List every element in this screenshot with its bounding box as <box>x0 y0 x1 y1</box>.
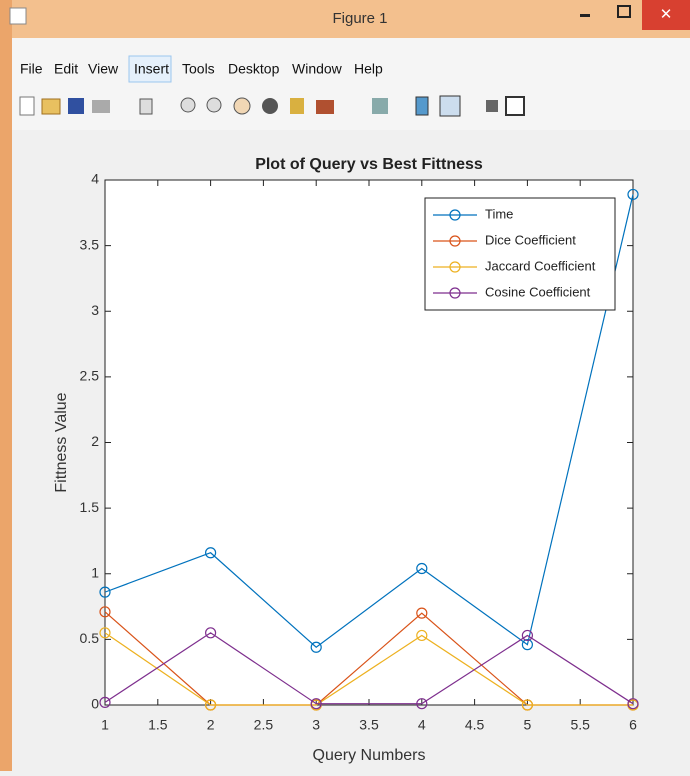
menu-highlight <box>128 55 172 83</box>
marker <box>99 696 111 708</box>
marker <box>521 639 534 651</box>
new-icon[interactable] <box>19 96 35 116</box>
toolbar <box>19 95 525 117</box>
legend-marker <box>449 235 461 247</box>
x-tick-label: 2 <box>207 717 215 733</box>
save-icon[interactable] <box>68 98 84 114</box>
print-icon[interactable] <box>92 100 110 113</box>
marker <box>205 547 217 559</box>
y-tick-label: 2.5 <box>80 368 100 384</box>
series-line <box>104 194 634 649</box>
y-tick-label: 0 <box>91 696 99 712</box>
window-title: Figure 1 <box>332 10 387 27</box>
y-tick-label: 1.5 <box>80 499 100 515</box>
x-tick-label: 2.5 <box>254 717 274 733</box>
legend-marker <box>449 209 461 221</box>
marker <box>310 641 322 653</box>
close-icon: ✕ <box>660 6 673 23</box>
maximize-button[interactable] <box>617 5 631 18</box>
marker <box>416 629 428 642</box>
y-tick-label: 3 <box>91 302 99 318</box>
menu-item[interactable]: Tools <box>182 61 215 77</box>
marker <box>99 606 111 618</box>
hide-tools-icon[interactable] <box>486 100 498 112</box>
x-tick-label: 1 <box>101 717 109 733</box>
x-tick-label: 4 <box>418 717 426 733</box>
x-tick-label: 3.5 <box>359 717 379 733</box>
menu-item[interactable]: Window <box>292 61 343 77</box>
y-tick-label: 1 <box>91 564 99 580</box>
legend-box <box>424 197 616 311</box>
zoom-in-icon[interactable] <box>180 97 196 113</box>
marker <box>205 627 217 639</box>
marker <box>521 629 534 642</box>
menu-item[interactable]: Insert <box>134 61 169 77</box>
x-axis-label: Query Numbers <box>313 747 426 764</box>
menu-bar: File Edit View Insert Tools Desktop Window Help <box>20 55 383 83</box>
menu-item[interactable]: View <box>88 61 119 77</box>
title-bar <box>0 0 690 38</box>
menu-item[interactable]: Edit <box>54 61 78 77</box>
x-tick-label: 6 <box>629 717 637 733</box>
datacursor-icon[interactable] <box>290 98 304 114</box>
menu-item[interactable]: Help <box>354 61 383 77</box>
marker <box>99 627 111 639</box>
marker <box>416 698 428 710</box>
x-tick-label: 3 <box>312 717 320 733</box>
close-button[interactable] <box>642 0 690 30</box>
marker <box>99 586 111 598</box>
minimize-button[interactable] <box>580 14 590 17</box>
x-tick-label: 4.5 <box>465 717 485 733</box>
zoom-out-icon[interactable] <box>206 97 222 113</box>
rotate-icon[interactable] <box>262 98 278 114</box>
legend-label: Time <box>485 206 513 221</box>
pointer-icon[interactable] <box>139 98 153 115</box>
y-axis-label: Fittness Value <box>53 392 70 492</box>
legend-marker <box>449 261 461 273</box>
marker <box>416 562 428 575</box>
legend-marker <box>449 287 461 299</box>
marker <box>205 699 217 711</box>
menu-item[interactable]: Desktop <box>228 61 280 77</box>
legend-label: Jaccard Coefficient <box>485 258 596 273</box>
plot: Plot of Query vs Best Fittness Query Numb… <box>53 156 639 764</box>
x-tick-label: 5 <box>524 717 532 733</box>
pan-icon[interactable] <box>233 97 251 115</box>
series-line <box>104 632 634 705</box>
y-tick-label: 0.5 <box>80 630 100 646</box>
brush-icon[interactable] <box>316 100 334 114</box>
legend-icon[interactable] <box>439 95 461 117</box>
legend-label: Dice Coefficient <box>485 232 576 247</box>
series-line <box>104 632 633 706</box>
menu-item[interactable]: File <box>20 61 43 77</box>
y-tick-label: 4 <box>91 171 99 187</box>
chart-title: Plot of Query vs Best Fittness <box>255 156 483 173</box>
marker <box>416 607 428 619</box>
open-icon[interactable] <box>41 98 61 115</box>
x-tick-label: 5.5 <box>570 717 590 733</box>
y-tick-label: 2 <box>91 433 99 449</box>
y-tick-label: 3.5 <box>80 236 100 252</box>
marker <box>627 698 639 710</box>
left-border <box>0 0 12 771</box>
toolbar-area <box>12 38 690 130</box>
marker <box>627 188 639 201</box>
app-icon <box>9 7 27 25</box>
x-tick-label: 1.5 <box>148 717 168 733</box>
show-tools-icon[interactable] <box>505 96 525 116</box>
legend-label: Cosine Coefficient <box>485 284 591 299</box>
marker <box>310 698 322 710</box>
link-icon[interactable] <box>372 98 388 114</box>
marker <box>521 699 534 711</box>
colorbar-icon[interactable] <box>415 96 429 116</box>
